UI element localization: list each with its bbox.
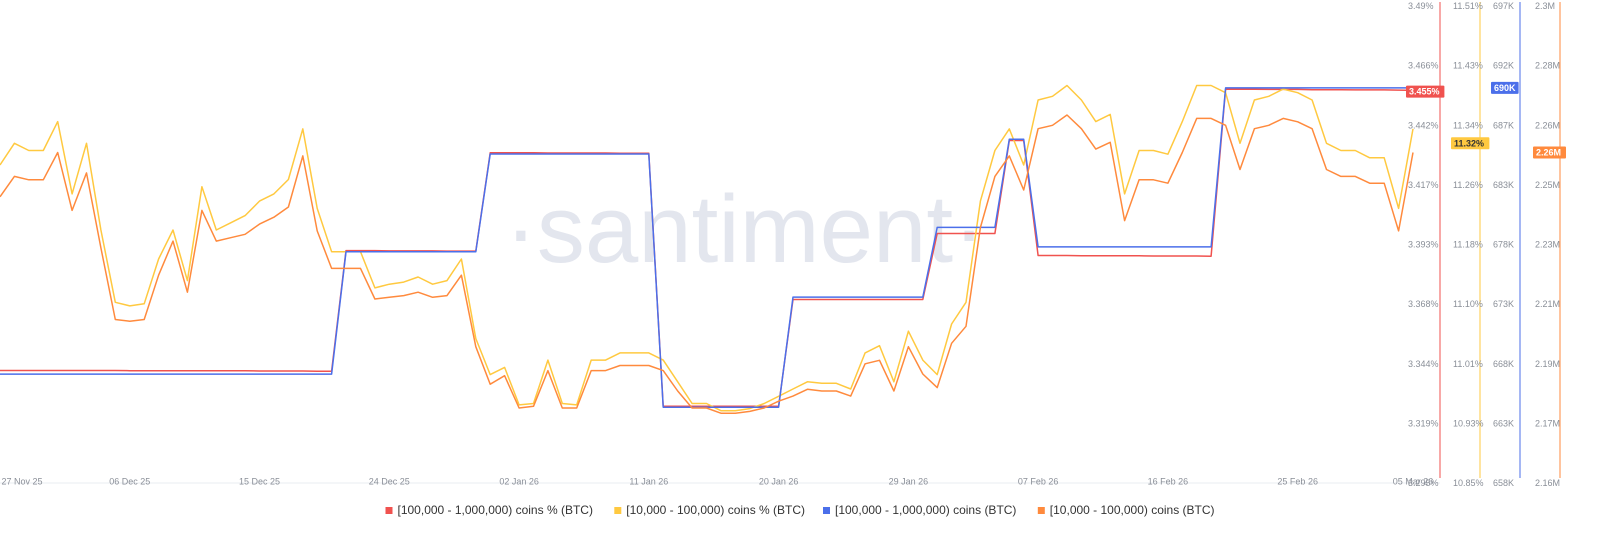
y-axis-3-tick-3: 2.21M: [1535, 299, 1560, 309]
legend: [100,000 - 1,000,000) coins % (BTC) [10,0…: [385, 503, 1215, 517]
current-value-label-2: 690K: [1494, 83, 1516, 93]
x-tick-label-3: 24 Dec 25: [369, 476, 410, 486]
y-axis-2-tick-0: 658K: [1493, 478, 1514, 488]
y-axis-3-tick-2: 2.19M: [1535, 359, 1560, 369]
y-axis-0-tick-3: 3.368%: [1408, 299, 1439, 309]
y-axis-0-tick-5: 3.417%: [1408, 180, 1439, 190]
current-value-label-1: 11.32%: [1454, 138, 1484, 148]
y-axis-0-tick-6: 3.442%: [1408, 120, 1439, 130]
y-axis-3-tick-7: 2.28M: [1535, 61, 1560, 71]
current-value-label-0: 3.455%: [1409, 87, 1440, 97]
legend-swatch-0: [385, 507, 393, 514]
legend-swatch-2: [823, 507, 830, 514]
current-value-label-3: 2.26M: [1536, 148, 1561, 158]
y-axis-1-tick-1: 10.93%: [1453, 418, 1484, 428]
y-axis-2-tick-7: 692K: [1493, 61, 1514, 71]
x-tick-label-9: 16 Feb 26: [1148, 476, 1189, 486]
y-axis-1-tick-4: 11.18%: [1453, 240, 1483, 250]
current-value-badge-0: [1406, 85, 1445, 98]
x-tick-label-2: 15 Dec 25: [239, 476, 280, 486]
y-axis-1-tick-5: 11.26%: [1453, 180, 1483, 190]
y-axis-2-tick-6: 687K: [1493, 120, 1514, 130]
y-axis-3-tick-5: 2.25M: [1535, 180, 1560, 190]
y-axis-2-tick-2: 668K: [1493, 359, 1514, 369]
y-axis-3-tick-4: 2.23M: [1535, 240, 1560, 250]
x-tick-label-10: 25 Feb 26: [1277, 476, 1318, 486]
legend-label-3: [10,000 - 100,000) coins (BTC): [1050, 503, 1215, 517]
legend-label-0: [100,000 - 1,000,000) coins % (BTC): [398, 503, 593, 517]
y-axis-0-tick-1: 3.319%: [1408, 418, 1439, 428]
x-tick-label-4: 02 Jan 26: [499, 476, 539, 486]
y-axis-2-tick-5: 683K: [1493, 180, 1514, 190]
y-axis-0-tick-2: 3.344%: [1408, 359, 1439, 369]
legend-swatch-1: [614, 507, 622, 514]
x-tick-label-11: 05 Mar 26: [1393, 476, 1434, 486]
x-tick-label-6: 20 Jan 26: [759, 476, 799, 486]
y-axis-0-tick-7: 3.466%: [1408, 61, 1439, 71]
y-axis-2-tick-3: 673K: [1493, 299, 1514, 309]
x-tick-label-7: 29 Jan 26: [889, 476, 929, 486]
series-line-2: [0, 87, 1413, 408]
series-layer: [0, 84, 1414, 414]
current-value-badge-3: [1533, 146, 1566, 159]
series-line-0: [0, 88, 1414, 407]
legend-label-2: [100,000 - 1,000,000) coins (BTC): [835, 503, 1016, 517]
series-line-3: [0, 114, 1414, 414]
y-axis-1-tick-6: 11.34%: [1453, 120, 1483, 130]
legend-swatch-3: [1037, 507, 1045, 514]
legend-label-1: [10,000 - 100,000) coins % (BTC): [626, 503, 805, 517]
x-tick-label-5: 11 Jan 26: [629, 476, 668, 486]
x-tick-label-1: 06 Dec 25: [109, 476, 150, 486]
y-axis-3-tick-0: 2.16M: [1535, 478, 1560, 488]
y-axis-1-tick-8: 11.51%: [1453, 1, 1483, 11]
current-value-badge-2: [1491, 81, 1519, 94]
y-axis-2-tick-4: 678K: [1493, 240, 1514, 250]
x-tick-label-0: 27 Nov 25: [1, 476, 42, 486]
y-axis-3-tick-6: 2.26M: [1535, 120, 1560, 130]
y-axis-3-tick-8: 2.3M: [1535, 1, 1555, 11]
y-axis-0-tick-8: 3.49%: [1408, 1, 1434, 11]
y-axis-2-tick-1: 663K: [1493, 418, 1514, 428]
y-axis-0-tick-0: 3.295%: [1408, 478, 1439, 488]
y-axis-1-tick-7: 11.43%: [1453, 61, 1483, 71]
current-value-badge-1: [1451, 137, 1490, 150]
y-axis-0-tick-4: 3.393%: [1408, 240, 1439, 250]
y-axis-2-tick-8: 697K: [1493, 1, 1514, 11]
y-axis-3-tick-1: 2.17M: [1535, 418, 1560, 428]
x-axis-ticks: 27 Nov 25 06 Dec 25 15 Dec 25 24 Dec 25 02 J…: [1, 476, 1433, 486]
watermark-text: ·santiment·: [505, 176, 985, 283]
x-tick-label-8: 07 Feb 26: [1018, 476, 1059, 486]
y-axis-1-tick-0: 10.85%: [1453, 478, 1484, 488]
y-axis-1-tick-3: 11.10%: [1453, 299, 1483, 309]
y-axes: 3.295% 3.319% 3.344% 3.368% 3.393% 3.417% 3.44…: [1406, 1, 1566, 488]
series-line-1: [0, 84, 1414, 412]
y-axis-1-tick-2: 11.01%: [1453, 359, 1483, 369]
